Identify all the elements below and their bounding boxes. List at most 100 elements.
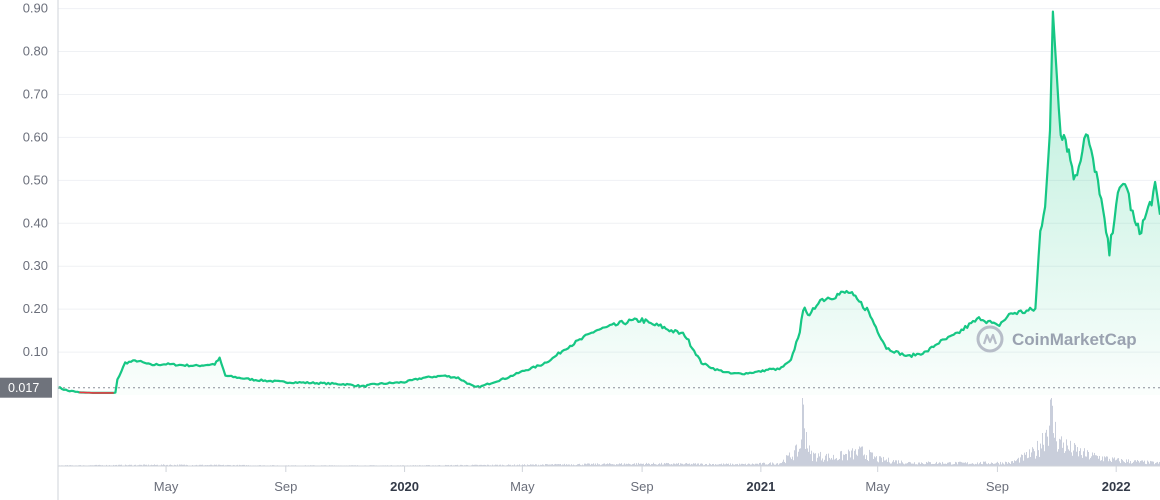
- volume-bar: [661, 462, 662, 466]
- volume-bar: [1119, 461, 1120, 466]
- volume-bar: [484, 464, 485, 466]
- volume-bar: [819, 456, 820, 466]
- volume-bar: [1002, 462, 1003, 466]
- volume-bar: [656, 464, 657, 466]
- volume-bar: [910, 462, 911, 466]
- volume-bar: [914, 462, 915, 466]
- volume-bar: [771, 464, 772, 466]
- volume-bar: [776, 463, 777, 466]
- volume-bar: [466, 464, 467, 466]
- volume-bar: [1013, 462, 1014, 466]
- volume-bar: [135, 464, 136, 466]
- volume-bar: [146, 464, 147, 466]
- volume-bar: [981, 464, 982, 466]
- volume-bar: [597, 463, 598, 466]
- volume-bar: [992, 463, 993, 466]
- volume-bar: [781, 463, 782, 466]
- volume-bar: [712, 464, 713, 466]
- volume-bar: [678, 462, 679, 466]
- volume-bar: [1039, 456, 1040, 466]
- volume-bar: [646, 462, 647, 466]
- volume-bar: [549, 464, 550, 466]
- volume-bar: [634, 463, 635, 466]
- volume-bar: [1102, 456, 1103, 466]
- x-tick-label: 2021: [746, 479, 775, 494]
- volume-bar: [1056, 441, 1057, 466]
- volume-bar: [843, 454, 844, 466]
- volume-bar: [1123, 461, 1124, 466]
- volume-bar: [838, 459, 839, 466]
- volume-bar: [1061, 436, 1062, 466]
- volume-bar: [1008, 462, 1009, 466]
- volume-bar: [1028, 457, 1029, 466]
- volume-bar: [558, 464, 559, 466]
- volume-bar: [759, 462, 760, 466]
- volume-bar: [947, 462, 948, 466]
- volume-bar: [685, 463, 686, 466]
- volume-bar: [1043, 444, 1044, 466]
- volume-bar: [1144, 460, 1145, 466]
- volume-bar: [1010, 464, 1011, 466]
- volume-bar: [1097, 455, 1098, 466]
- volume-bar: [1036, 455, 1037, 466]
- volume-bar: [1094, 452, 1095, 466]
- volume-bar: [1079, 450, 1080, 466]
- volume-bar: [156, 464, 157, 466]
- volume-bar: [228, 464, 229, 466]
- volume-bar: [1114, 457, 1115, 466]
- volume-bar: [606, 464, 607, 466]
- volume-bar: [642, 463, 643, 466]
- volume-bar: [985, 461, 986, 466]
- volume-bar: [645, 463, 646, 466]
- volume-bar: [687, 463, 688, 466]
- volume-bar: [946, 464, 947, 466]
- volume-bar: [653, 462, 654, 466]
- volume-bar: [548, 464, 549, 466]
- volume-bar: [879, 456, 880, 466]
- volume-bar: [98, 464, 99, 466]
- volume-bar: [979, 463, 980, 466]
- volume-bar: [1092, 452, 1093, 466]
- volume-bar: [510, 464, 511, 466]
- volume-bar: [233, 464, 234, 466]
- volume-bar: [817, 457, 818, 466]
- volume-bar: [1125, 463, 1126, 466]
- volume-bar: [145, 464, 146, 466]
- volume-bar: [1047, 436, 1048, 466]
- volume-bar: [862, 446, 863, 466]
- volume-bar: [576, 464, 577, 466]
- volume-bar: [999, 464, 1000, 466]
- volume-bar: [1050, 399, 1051, 466]
- volume-bar: [1148, 461, 1149, 466]
- volume-bar: [1143, 461, 1144, 466]
- volume-bar: [948, 462, 949, 466]
- volume-bar: [861, 446, 862, 466]
- x-tick-label: 2022: [1102, 479, 1131, 494]
- volume-bar: [937, 463, 938, 466]
- volume-bar: [912, 463, 913, 466]
- volume-bar: [587, 463, 588, 466]
- volume-bar: [1064, 452, 1065, 466]
- volume-bar: [799, 448, 800, 466]
- volume-bar: [813, 452, 814, 466]
- volume-bar: [724, 464, 725, 466]
- volume-bar: [1030, 457, 1031, 466]
- volume-bar: [557, 464, 558, 466]
- volume-bar: [1053, 433, 1054, 466]
- volume-bar: [514, 464, 515, 466]
- volume-bar: [955, 461, 956, 466]
- volume-bar: [768, 464, 769, 466]
- volume-bar: [1071, 452, 1072, 466]
- volume-bar: [1006, 462, 1007, 466]
- volume-bar: [792, 456, 793, 466]
- volume-bar: [854, 450, 855, 466]
- volume-bar: [891, 463, 892, 466]
- volume-bar: [218, 464, 219, 466]
- volume-bar: [242, 464, 243, 466]
- volume-bar: [1145, 463, 1146, 466]
- volume-bar: [1085, 456, 1086, 466]
- volume-bar: [1131, 463, 1132, 466]
- volume-bar: [1147, 460, 1148, 466]
- volume-bar: [1000, 461, 1001, 466]
- volume-bar: [1151, 461, 1152, 466]
